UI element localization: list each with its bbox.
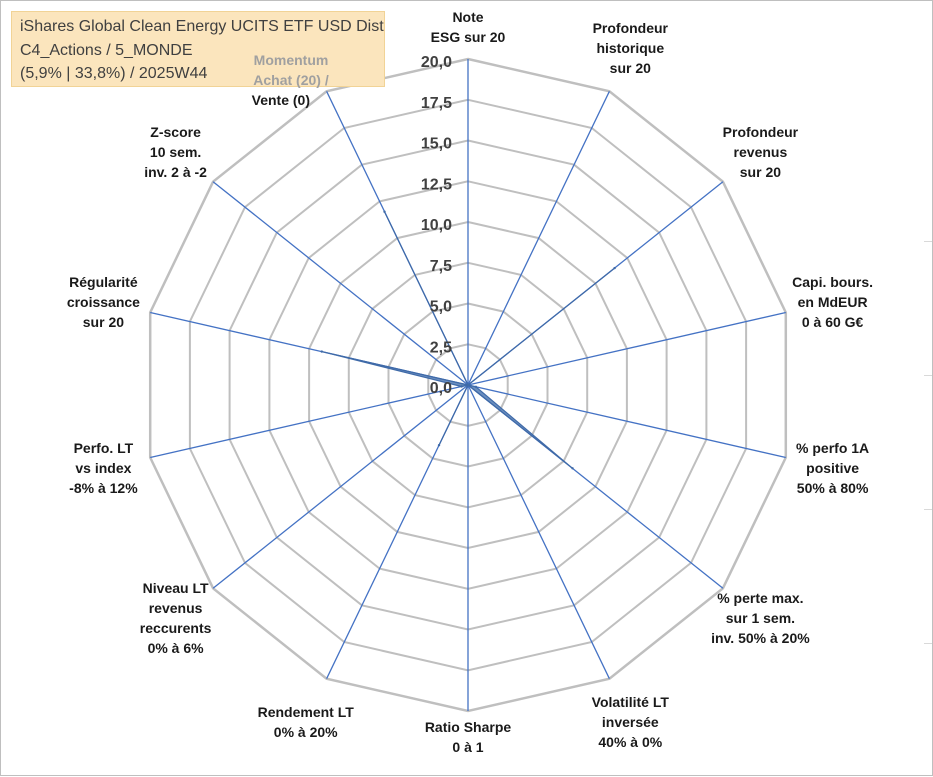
axis-spoke xyxy=(467,311,786,386)
fund-name: iShares Global Clean Energy UCITS ETF US… xyxy=(20,18,384,35)
tick-label: 2,5 xyxy=(430,339,452,356)
axis-label: Volatilité LT inversée 40% à 0% xyxy=(592,694,670,750)
axis-label: Niveau LT revenus reccurents 0% à 6% xyxy=(140,580,212,656)
tick-label: 15,0 xyxy=(421,136,452,153)
info-box: iShares Global Clean Energy UCITS ETF US… xyxy=(11,11,385,88)
data-point xyxy=(613,266,616,270)
fund-stats: (5,9% | 33,8%) / 2025W44 xyxy=(20,65,208,82)
tick-label: 12,5 xyxy=(421,176,452,193)
axis-spoke xyxy=(467,91,610,386)
axis-label: Rendement LT 0% à 20% xyxy=(258,704,355,740)
data-point xyxy=(437,444,441,447)
tick-label: 0,0 xyxy=(430,380,452,397)
tick-label: 20,0 xyxy=(421,54,452,71)
axis-spoke xyxy=(212,181,469,386)
edge-tick xyxy=(924,643,932,644)
data-point xyxy=(474,385,478,388)
axis-spoke xyxy=(150,384,469,459)
edge-tick xyxy=(924,375,932,376)
tick-label: 7,5 xyxy=(430,258,452,275)
data-point xyxy=(383,210,386,213)
tick-label: 17,5 xyxy=(421,95,452,112)
data-point xyxy=(466,383,470,387)
axis-spoke xyxy=(467,384,786,459)
axis-label: Z-score 10 sem. inv. 2 à -2 xyxy=(144,124,207,180)
axis-label: Ratio Sharpe 0 à 1 xyxy=(425,719,512,755)
edge-tick xyxy=(924,509,932,510)
axis-label: Capi. bours. en MdEUR 0 à 60 G€ xyxy=(792,274,873,330)
axis-spoke xyxy=(467,384,610,679)
axis-label: Régularité croissance sur 20 xyxy=(67,274,140,330)
tick-label: 10,0 xyxy=(421,217,452,234)
momentum-label-line1: Momentum xyxy=(253,52,329,68)
edge-tick xyxy=(924,241,932,242)
axis-label: % perte max. sur 1 sem. inv. 50% à 20% xyxy=(711,590,810,646)
axis-label: % perfo 1A positive 50% à 80% xyxy=(796,440,869,496)
data-point xyxy=(571,467,574,470)
axis-label: Perfo. LT vs index -8% à 12% xyxy=(69,440,138,496)
axis-label: Vente (0) xyxy=(252,92,310,108)
axis-label: Profondeur historique sur 20 xyxy=(593,20,669,76)
fund-category: C4_Actions / 5_MONDE xyxy=(20,42,193,59)
axis-label: Note ESG sur 20 xyxy=(431,9,506,45)
tick-label: 5,0 xyxy=(430,299,452,316)
axis-label: Profondeur revenus sur 20 xyxy=(723,124,799,180)
data-point xyxy=(320,350,323,353)
axis-spoke xyxy=(212,384,469,589)
data-point xyxy=(460,385,463,388)
momentum-label-line2: Achat (20) / xyxy=(253,72,329,88)
